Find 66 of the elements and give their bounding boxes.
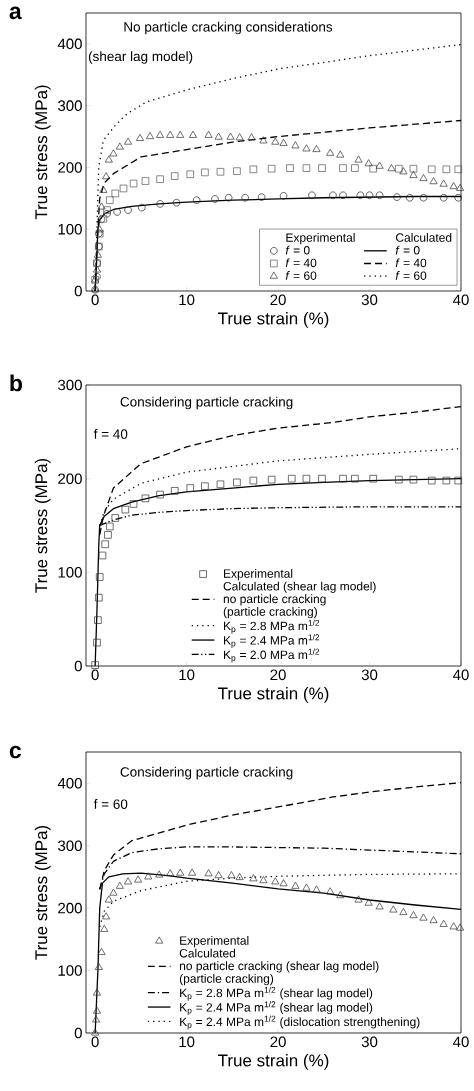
x-axis-title: True strain (%) xyxy=(217,1054,329,1070)
chart-title: c xyxy=(9,745,22,759)
legend-label: f = 0 xyxy=(285,245,310,255)
y-tick-label: 200 xyxy=(58,162,82,173)
y-axis-title: True stress (MPa) xyxy=(34,458,51,593)
legend-label: K$_{p}$ = 2.8 MPa m$^{1/2}$ xyxy=(224,619,320,634)
annotation: (particle cracking) xyxy=(179,974,274,986)
x-tick-label: 20 xyxy=(270,669,286,681)
annotation: Considering particle cracking xyxy=(120,396,293,410)
y-tick-label: 300 xyxy=(58,100,82,111)
x-tick-label: 30 xyxy=(361,669,378,681)
annotation: Calculated (shear lag model) xyxy=(223,581,376,593)
x-tick-label: 0 xyxy=(91,294,99,306)
x-tick-label: 40 xyxy=(453,669,469,681)
legend-label: no particle cracking (shear lag model) xyxy=(179,961,379,973)
legend-label: f = 0 xyxy=(395,245,420,255)
y-tick-label: 100 xyxy=(58,223,82,235)
x-tick-label: 40 xyxy=(453,1036,469,1048)
x-tick-label: 40 xyxy=(453,294,469,306)
x-tick-label: 10 xyxy=(179,669,195,681)
legend-label: K$_{p}$ = 2.8 MPa m$^{1/2}$ (shear lag model) xyxy=(180,986,373,1001)
y-tick-label: 300 xyxy=(58,840,82,851)
y-tick-label: 100 xyxy=(58,965,82,976)
y-axis-title: True stress (MPa) xyxy=(34,85,51,220)
legend-label: Experimental xyxy=(224,568,293,581)
annotation: Considering particle cracking xyxy=(120,766,293,780)
annotation: Calculated xyxy=(395,233,452,242)
y-tick-label: 0 xyxy=(74,285,82,297)
legend-label: Experimental xyxy=(180,935,249,948)
legend-label: K$_{p}$ = 2.0 MPa m$^{1/2}$ xyxy=(224,648,320,663)
y-tick-label: 0 xyxy=(74,660,82,672)
annotation: f = 60 xyxy=(93,799,128,809)
x-tick-label: 0 xyxy=(91,1036,99,1048)
x-tick-label: 30 xyxy=(361,294,378,306)
x-tick-label: 10 xyxy=(179,1036,195,1048)
legend-label: f = 40 xyxy=(285,258,317,268)
y-tick-label: 400 xyxy=(57,38,82,50)
x-axis-title: True strain (%) xyxy=(217,687,329,703)
x-tick-label: 10 xyxy=(179,294,195,306)
chart-title: a xyxy=(9,6,22,20)
legend-label: no particle cracking xyxy=(223,594,326,606)
chart-title: b xyxy=(10,374,22,392)
annotation: Experimental xyxy=(286,233,355,245)
x-axis-title: True strain (%) xyxy=(217,312,329,328)
annotation: f = 40 xyxy=(93,428,128,439)
x-tick-label: 20 xyxy=(270,1036,286,1048)
legend-label: f = 60 xyxy=(285,271,317,280)
x-tick-label: 20 xyxy=(270,294,286,306)
y-tick-label: 200 xyxy=(58,902,82,914)
y-axis-title: True stress (MPa) xyxy=(34,825,51,960)
x-tick-label: 0 xyxy=(91,669,99,681)
legend-label: K$_{p}$ = 2.4 MPa m$^{1/2}$ (dislocation strengthening) xyxy=(180,1015,420,1030)
y-tick-label: 300 xyxy=(58,379,82,391)
y-tick-label: 100 xyxy=(58,567,82,578)
y-tick-label: 400 xyxy=(57,777,82,789)
y-tick-label: 0 xyxy=(74,1027,82,1039)
annotation: (particle cracking) xyxy=(223,607,317,619)
x-tick-label: 30 xyxy=(361,1036,378,1048)
y-tick-label: 200 xyxy=(58,473,82,484)
annotation: Calculated xyxy=(179,948,236,958)
legend-label: K$_{p}$ = 2.4 MPa m$^{1/2}$ (shear lag model) xyxy=(180,1001,373,1016)
legend-label: f = 40 xyxy=(395,258,427,268)
legend-label: f = 60 xyxy=(395,271,427,280)
annotation: (shear lag model) xyxy=(88,51,193,64)
legend-label: K$_{p}$ = 2.4 MPa m$^{1/2}$ xyxy=(224,634,320,649)
annotation: No particle cracking considerations xyxy=(124,21,333,35)
